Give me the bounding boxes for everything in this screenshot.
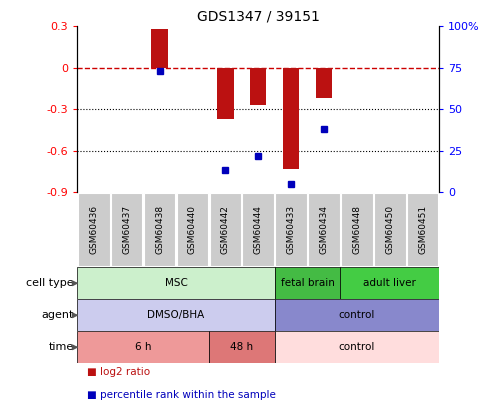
Text: time: time bbox=[48, 342, 74, 352]
FancyBboxPatch shape bbox=[274, 331, 439, 363]
FancyBboxPatch shape bbox=[274, 299, 439, 331]
Text: GSM60436: GSM60436 bbox=[89, 205, 98, 254]
FancyBboxPatch shape bbox=[77, 331, 209, 363]
Bar bbox=[217, 68, 234, 119]
Bar bbox=[283, 68, 299, 168]
Text: 48 h: 48 h bbox=[230, 342, 253, 352]
FancyBboxPatch shape bbox=[275, 194, 307, 266]
FancyBboxPatch shape bbox=[308, 194, 340, 266]
Bar bbox=[151, 29, 168, 68]
Title: GDS1347 / 39151: GDS1347 / 39151 bbox=[197, 10, 320, 24]
Text: DMSO/BHA: DMSO/BHA bbox=[147, 310, 205, 320]
FancyBboxPatch shape bbox=[209, 331, 274, 363]
FancyBboxPatch shape bbox=[340, 267, 439, 299]
Text: GSM60448: GSM60448 bbox=[352, 205, 361, 254]
FancyBboxPatch shape bbox=[77, 299, 274, 331]
FancyBboxPatch shape bbox=[177, 194, 208, 266]
FancyBboxPatch shape bbox=[374, 194, 406, 266]
FancyBboxPatch shape bbox=[341, 194, 373, 266]
Text: GSM60444: GSM60444 bbox=[253, 205, 263, 254]
FancyBboxPatch shape bbox=[144, 194, 175, 266]
Text: GSM60440: GSM60440 bbox=[188, 205, 197, 254]
Text: GSM60437: GSM60437 bbox=[122, 205, 131, 254]
FancyBboxPatch shape bbox=[243, 194, 274, 266]
Bar bbox=[316, 68, 332, 98]
FancyBboxPatch shape bbox=[78, 194, 110, 266]
Text: 6 h: 6 h bbox=[135, 342, 151, 352]
Bar bbox=[250, 68, 266, 105]
Text: control: control bbox=[339, 310, 375, 320]
Text: adult liver: adult liver bbox=[363, 278, 416, 288]
Text: ■ percentile rank within the sample: ■ percentile rank within the sample bbox=[87, 390, 276, 400]
FancyBboxPatch shape bbox=[210, 194, 241, 266]
FancyBboxPatch shape bbox=[274, 267, 340, 299]
Text: GSM60442: GSM60442 bbox=[221, 205, 230, 254]
FancyBboxPatch shape bbox=[407, 194, 439, 266]
Text: agent: agent bbox=[41, 310, 74, 320]
Text: GSM60438: GSM60438 bbox=[155, 205, 164, 254]
Text: cell type: cell type bbox=[26, 278, 74, 288]
Text: MSC: MSC bbox=[165, 278, 188, 288]
FancyBboxPatch shape bbox=[77, 267, 274, 299]
FancyBboxPatch shape bbox=[111, 194, 143, 266]
Text: control: control bbox=[339, 342, 375, 352]
Text: GSM60451: GSM60451 bbox=[418, 205, 427, 254]
Text: GSM60450: GSM60450 bbox=[385, 205, 394, 254]
Text: GSM60434: GSM60434 bbox=[319, 205, 328, 254]
Text: fetal brain: fetal brain bbox=[280, 278, 334, 288]
Text: GSM60433: GSM60433 bbox=[286, 205, 295, 254]
Text: ■ log2 ratio: ■ log2 ratio bbox=[87, 367, 151, 377]
